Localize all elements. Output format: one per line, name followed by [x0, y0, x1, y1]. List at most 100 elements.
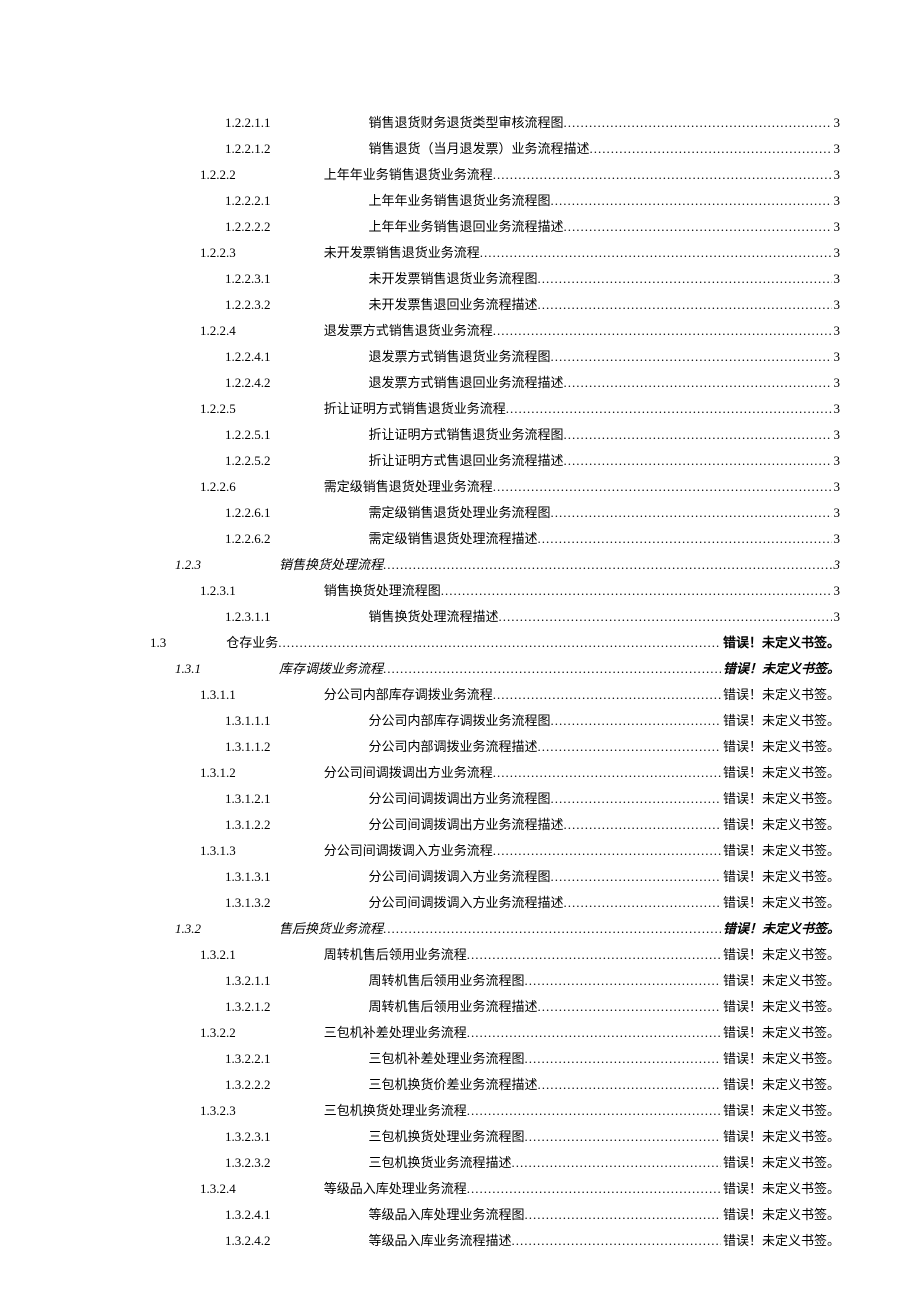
toc-number: 1.3.2.4: [200, 1176, 236, 1202]
toc-number: 1.3: [150, 630, 166, 656]
toc-title: 退发票方式销售退货业务流程图: [369, 344, 551, 370]
toc-leader-dots: [538, 1072, 721, 1098]
toc-number: 1.3.1: [175, 656, 201, 682]
toc-entry: 1.3.1.1.1分公司内部库存调拨业务流程图错误！未定义书签。: [80, 708, 840, 734]
toc-leader-dots: [506, 396, 832, 422]
toc-leader-dots: [493, 162, 832, 188]
toc-number: 1.3.1.2: [200, 760, 236, 786]
toc-entry: 1.3.2售后换货业务流程错误！未定义书签。: [80, 916, 840, 942]
toc-leader-dots: [467, 1176, 721, 1202]
toc-leader-dots: [538, 994, 721, 1020]
toc-page: 错误！未定义书签。: [721, 786, 840, 812]
toc-entry: 1.2.3.1.1销售换货处理流程描述3: [80, 604, 840, 630]
toc-entry: 1.2.2.1.2销售退货（当月退发票）业务流程描述3: [80, 136, 840, 162]
toc-leader-dots: [512, 1228, 721, 1254]
toc-number: 1.2.2.3: [200, 240, 236, 266]
toc-title: 库存调拨业务流程: [279, 656, 383, 682]
toc-leader-dots: [564, 448, 832, 474]
toc-page: 错误！未定义书签。: [721, 1098, 840, 1124]
toc-entry: 1.3.1.2.1分公司间调拨调出方业务流程图错误！未定义书签。: [80, 786, 840, 812]
toc-title: 折让证明方式销售退货业务流程: [324, 396, 506, 422]
toc-page: 3: [832, 344, 841, 370]
toc-title: 等级品入库处理业务流程图: [369, 1202, 525, 1228]
toc-page: 错误！未定义书签。: [721, 656, 840, 682]
toc-title: 未开发票销售退货业务流程: [324, 240, 480, 266]
toc-leader-dots: [538, 266, 832, 292]
toc-leader-dots: [551, 708, 721, 734]
toc-leader-dots: [493, 838, 721, 864]
toc-number: 1.3.2.4.1: [225, 1202, 271, 1228]
toc-title: 上年年业务销售退货业务流程: [324, 162, 493, 188]
toc-title: 需定级销售退货处理流程描述: [369, 526, 538, 552]
toc-number: 1.3.2.1.1: [225, 968, 271, 994]
toc-number: 1.2.2.2.2: [225, 214, 271, 240]
toc-number: 1.3.2.3.1: [225, 1124, 271, 1150]
toc-entry: 1.3.2.1.1周转机售后领用业务流程图错误！未定义书签。: [80, 968, 840, 994]
toc-title: 三包机换货处理业务流程: [324, 1098, 467, 1124]
toc-entry: 1.2.2.3未开发票销售退货业务流程3: [80, 240, 840, 266]
toc-number: 1.2.2.2.1: [225, 188, 271, 214]
toc-title: 分公司间调拨调入方业务流程描述: [369, 890, 564, 916]
toc-number: 1.3.1.3: [200, 838, 236, 864]
toc-title: 周转机售后领用业务流程: [324, 942, 467, 968]
toc-leader-dots: [493, 318, 832, 344]
toc-page: 错误！未定义书签。: [721, 1046, 840, 1072]
toc-number: 1.2.2.4.2: [225, 370, 271, 396]
toc-page: 错误！未定义书签。: [721, 708, 840, 734]
toc-entry: 1.2.2.5折让证明方式销售退货业务流程3: [80, 396, 840, 422]
toc-title: 销售退货（当月退发票）业务流程描述: [369, 136, 590, 162]
toc-page: 错误！未定义书签。: [721, 1150, 840, 1176]
toc-title: 折让证明方式销售退货业务流程图: [369, 422, 564, 448]
toc-page: 3: [832, 578, 841, 604]
toc-page: 错误！未定义书签。: [721, 1020, 840, 1046]
toc-title: 三包机换货业务流程描述: [369, 1150, 512, 1176]
toc-title: 上年年业务销售退货业务流程图: [369, 188, 551, 214]
toc-entry: 1.3仓存业务错误！未定义书签。: [80, 630, 840, 656]
toc-leader-dots: [480, 240, 832, 266]
toc-number: 1.3.2.2.1: [225, 1046, 271, 1072]
toc-leader-dots: [512, 1150, 721, 1176]
toc-entry: 1.2.2.2.2 上年年业务销售退回业务流程描述 3: [80, 214, 840, 240]
toc-number: 1.2.2.5: [200, 396, 236, 422]
toc-entry: 1.2.2.4.1 退发票方式销售退货业务流程图 3: [80, 344, 840, 370]
toc-page: 错误！未定义书签。: [721, 890, 840, 916]
toc-page: 3: [832, 136, 841, 162]
toc-title: 分公司间调拨调入方业务流程: [324, 838, 493, 864]
toc-entry: 1.2.2.6.1需定级销售退货处理业务流程图3: [80, 500, 840, 526]
toc-number: 1.3.2: [175, 916, 201, 942]
toc-title: 仓存业务: [226, 630, 278, 656]
toc-number: 1.3.1.1: [200, 682, 236, 708]
toc-title: 三包机换货处理业务流程图: [369, 1124, 525, 1150]
toc-leader-dots: [383, 656, 721, 682]
toc-title: 三包机换货价差业务流程描述: [369, 1072, 538, 1098]
toc-number: 1.3.2.3: [200, 1098, 236, 1124]
toc-title: 分公司间调拨调出方业务流程: [324, 760, 493, 786]
toc-leader-dots: [493, 760, 721, 786]
toc-entry: 1.2.2.3.2未开发票售退回业务流程描述3: [80, 292, 840, 318]
toc-page: 3: [832, 422, 841, 448]
toc-page: 错误！未定义书签。: [721, 1072, 840, 1098]
toc-page: 3: [832, 370, 841, 396]
toc-page: 错误！未定义书签。: [721, 760, 840, 786]
toc-page: 错误！未定义书签。: [721, 1228, 840, 1254]
toc-leader-dots: [525, 1046, 721, 1072]
toc-entry: 1.3.2.1周转机售后领用业务流程错误！未定义书签。: [80, 942, 840, 968]
toc-number: 1.2.2.4.1: [225, 344, 271, 370]
toc-entry: 1.3.2.2.2三包机换货价差业务流程描述错误！未定义书签。: [80, 1072, 840, 1098]
toc-title: 三包机补差处理业务流程图: [369, 1046, 525, 1072]
toc-leader-dots: [564, 422, 832, 448]
toc-page: 错误！未定义书签。: [721, 682, 840, 708]
toc-entry: 1.3.2.3.1三包机换货处理业务流程图错误！未定义书签。: [80, 1124, 840, 1150]
toc-entry: 1.3.2.3 三包机换货处理业务流程 错误！未定义书签。: [80, 1098, 840, 1124]
toc-leader-dots: [564, 110, 832, 136]
toc-leader-dots: [590, 136, 832, 162]
toc-leader-dots: [493, 682, 721, 708]
toc-title: 分公司间调拨调出方业务流程图: [369, 786, 551, 812]
toc-page: 3: [832, 214, 841, 240]
toc-entry: 1.3.2.2.1 三包机补差处理业务流程图 错误！未定义书签。: [80, 1046, 840, 1072]
toc-page: 3: [832, 448, 841, 474]
toc-page: 3: [832, 266, 841, 292]
toc-leader-dots: [551, 500, 832, 526]
toc-title: 上年年业务销售退回业务流程描述: [369, 214, 564, 240]
toc-leader-dots: [278, 630, 721, 656]
